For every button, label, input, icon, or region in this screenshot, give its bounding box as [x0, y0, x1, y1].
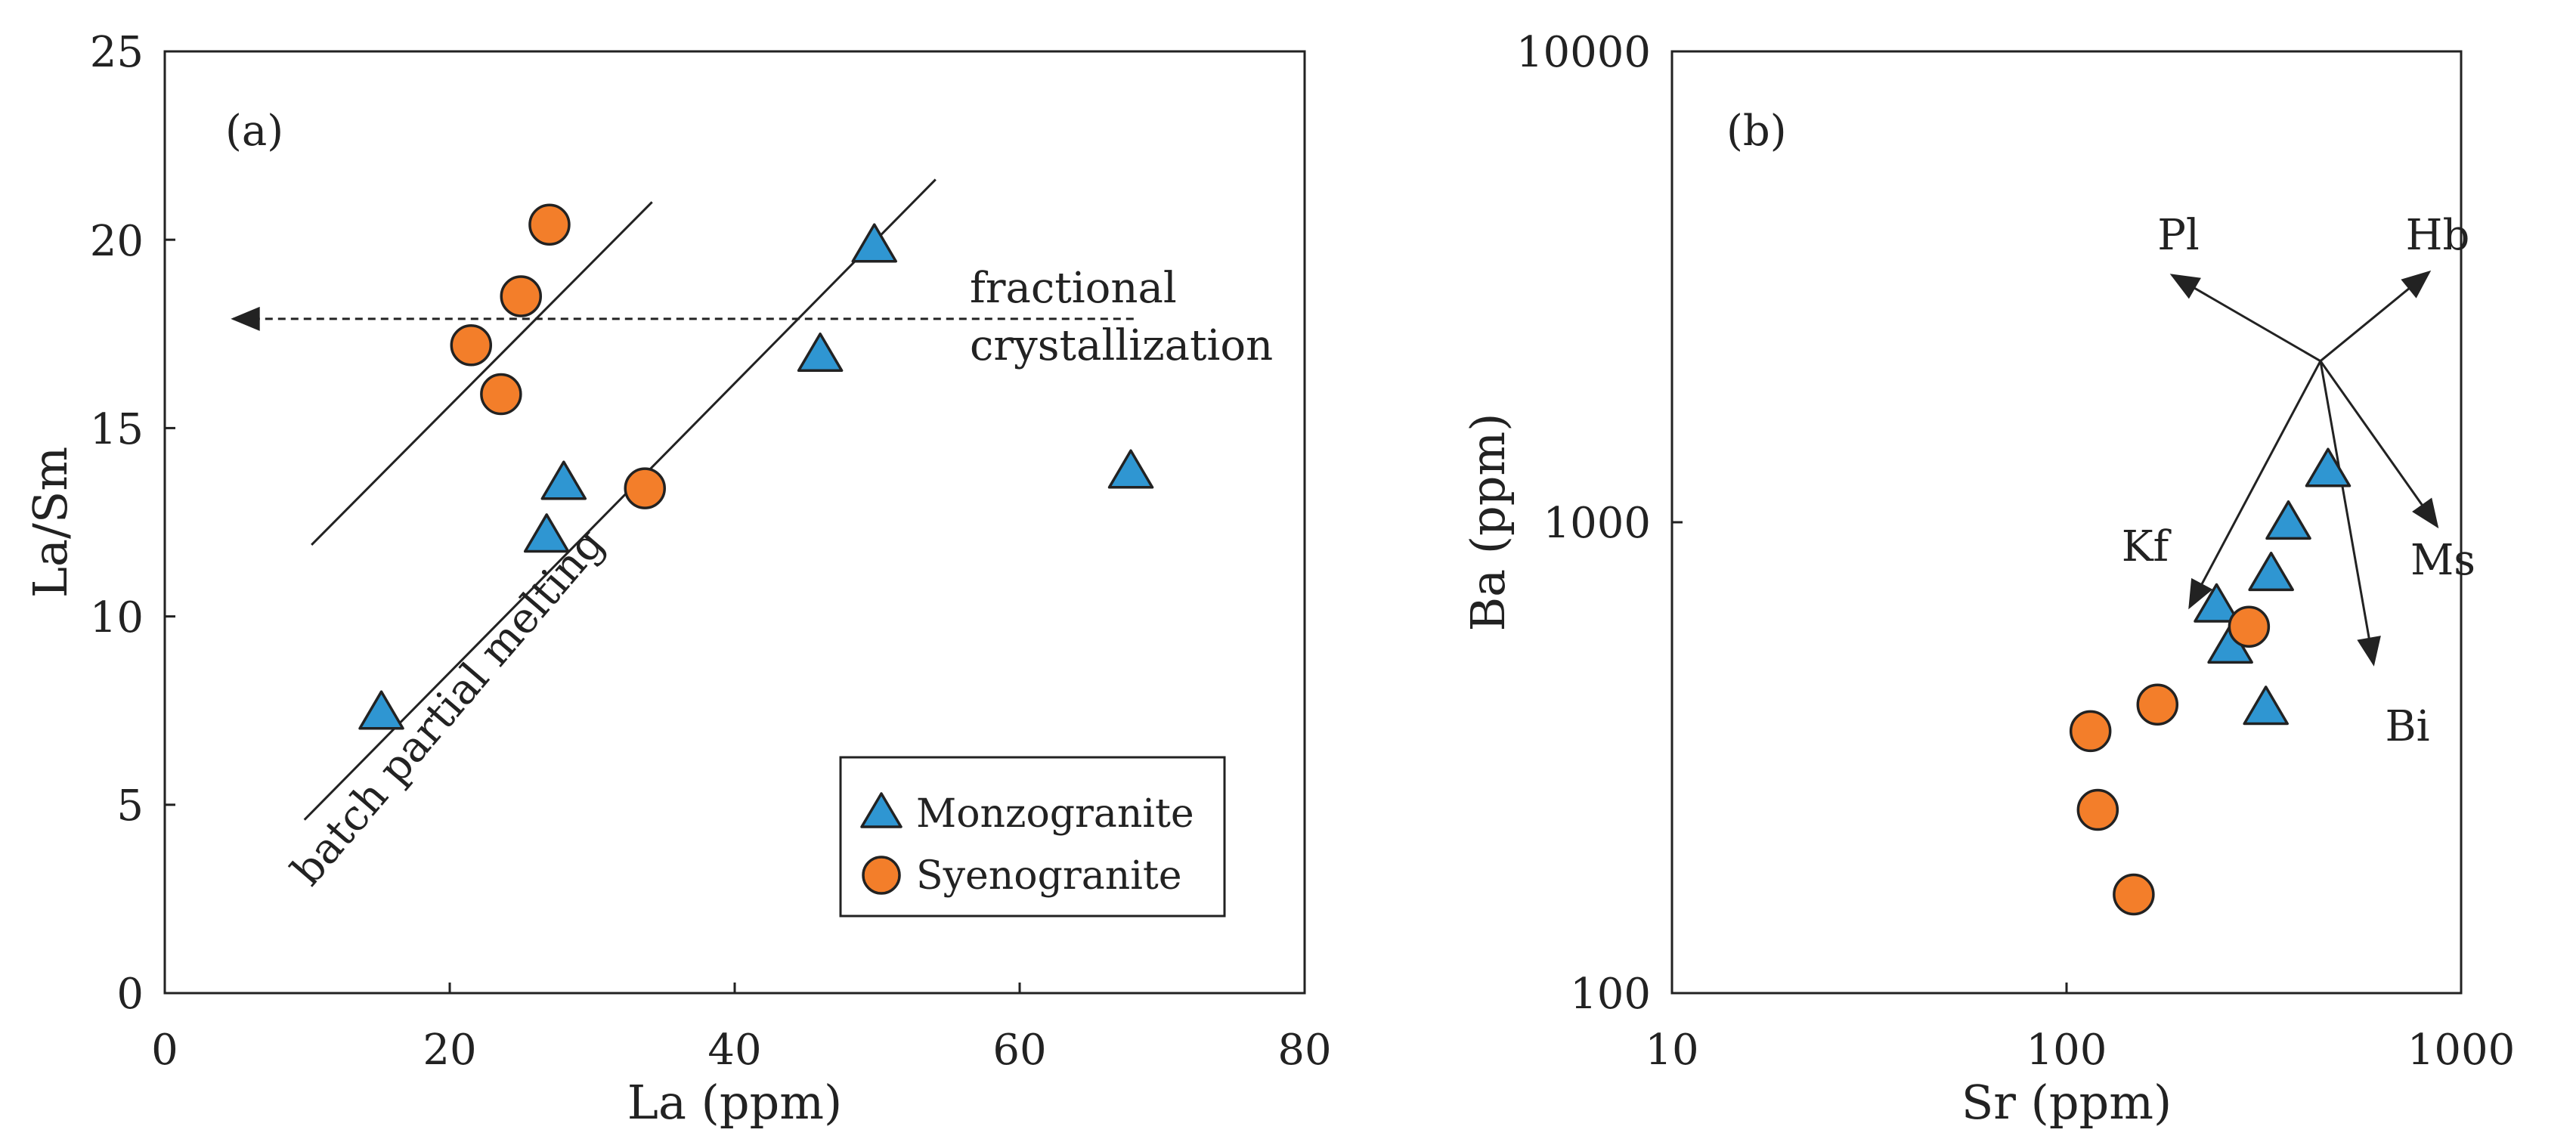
vector-label-hb: Hb — [2406, 211, 2470, 260]
vector-ms — [2319, 360, 2439, 529]
legend: Monzogranite Syenogranite — [839, 756, 1226, 918]
panel-b-point-syenogranite — [2113, 873, 2155, 916]
panel-a-y-tick-5: 25 — [90, 28, 144, 77]
legend-label-monzogranite: Monzogranite — [916, 791, 1194, 837]
panel-a-x-tick-1: 20 — [423, 1026, 476, 1075]
trend-line-1 — [311, 201, 653, 546]
panel-a-point-syenogranite — [528, 203, 571, 246]
panel-b-point-monzogranite — [2194, 583, 2240, 623]
panel-a: (a) 0 20 40 60 80 0 5 10 15 20 25 La (pp… — [23, 28, 1332, 1130]
panel-b-x-tick-0: 10 — [1645, 1026, 1698, 1075]
vector-hb — [2319, 270, 2432, 362]
panel-b-point-monzogranite — [2265, 500, 2311, 540]
annotation-crystallization: crystallization — [970, 321, 1273, 370]
panel-a-y-tick-3: 15 — [90, 405, 144, 454]
panel-b-point-syenogranite — [2069, 710, 2112, 753]
panel-b-point-syenogranite — [2076, 788, 2119, 831]
panel-a-point-monzogranite — [797, 332, 844, 373]
panel-a-tick-marks — [163, 50, 1306, 995]
vector-label-pl: Pl — [2157, 211, 2200, 260]
panel-a-x-tick-4: 80 — [1277, 1026, 1331, 1075]
panel-b-point-syenogranite — [2136, 683, 2179, 726]
panel-a-point-syenogranite — [450, 324, 493, 367]
trend-line-2 — [303, 178, 937, 821]
panel-b-x-tick-2: 1000 — [2407, 1026, 2516, 1075]
vector-pl — [2169, 274, 2321, 362]
legend-box — [839, 756, 1226, 918]
panel-b-point-monzogranite — [2243, 686, 2289, 726]
vector-label-kf: Kf — [2122, 522, 2172, 571]
panel-b-tick-marks — [1670, 50, 2463, 995]
panel-a-y-tick-0: 0 — [116, 970, 144, 1019]
panel-a-x-axis-label: La (ppm) — [627, 1075, 842, 1130]
legend-swatch-syenogranite — [862, 856, 901, 895]
panel-b-data-marks — [2069, 447, 2352, 916]
panel-a-point-syenogranite — [624, 467, 666, 509]
panel-a-point-syenogranite — [500, 275, 542, 317]
panel-b-y-axis-label: Ba (ppm) — [1460, 413, 1516, 632]
panel-b-point-monzogranite — [2305, 447, 2352, 487]
panel-a-x-tick-3: 60 — [992, 1026, 1046, 1075]
panel-a-x-tick-2: 40 — [707, 1026, 761, 1075]
panel-a-label: (a) — [225, 107, 283, 156]
vector-label-ms: Ms — [2410, 536, 2475, 585]
panel-a-data-marks — [358, 203, 1154, 730]
panel-a-point-syenogranite — [480, 373, 522, 416]
panel-a-point-monzogranite — [851, 223, 897, 263]
panel-b-plot-frame — [1670, 50, 2463, 995]
panel-b-label: (b) — [1726, 107, 1787, 156]
panel-b-x-tick-1: 100 — [2026, 1026, 2107, 1075]
panel-a-x-tick-0: 0 — [151, 1026, 178, 1075]
panel-a-y-axis-label: La/Sm — [23, 447, 78, 598]
panel-a-point-monzogranite — [358, 690, 404, 730]
annotation-batch-partial-melting: batch partial melting — [282, 519, 614, 895]
panel-a-y-tick-2: 10 — [90, 593, 144, 642]
vector-bi — [2319, 361, 2381, 667]
panel-b-point-syenogranite — [2228, 605, 2271, 648]
panel-a-point-monzogranite — [1107, 449, 1154, 489]
panel-a-y-tick-1: 5 — [116, 781, 144, 831]
panel-a-point-monzogranite — [523, 513, 570, 553]
legend-swatch-monzogranite — [860, 792, 903, 828]
panel-a-point-monzogranite — [540, 460, 587, 500]
panel-b-mineral-vectors — [2169, 270, 2439, 667]
panel-a-trend-lines — [231, 178, 1134, 821]
annotation-fractional: fractional — [970, 264, 1177, 313]
panel-a-y-tick-4: 20 — [90, 217, 144, 266]
panel-b-x-axis-label: Sr (ppm) — [1961, 1075, 2172, 1130]
panel-b-y-tick-2: 10000 — [1516, 28, 1651, 77]
vector-kf — [2188, 360, 2322, 610]
legend-label-syenogranite: Syenogranite — [916, 853, 1182, 899]
panel-b-point-monzogranite — [2248, 551, 2294, 592]
panel-b: (b) 10 100 1000 100 1000 10000 Sr (ppm) … — [1460, 28, 2515, 1130]
panel-b-y-tick-1: 1000 — [1543, 499, 1651, 548]
panel-b-y-tick-0: 100 — [1570, 970, 1651, 1019]
vector-label-bi: Bi — [2385, 702, 2429, 751]
